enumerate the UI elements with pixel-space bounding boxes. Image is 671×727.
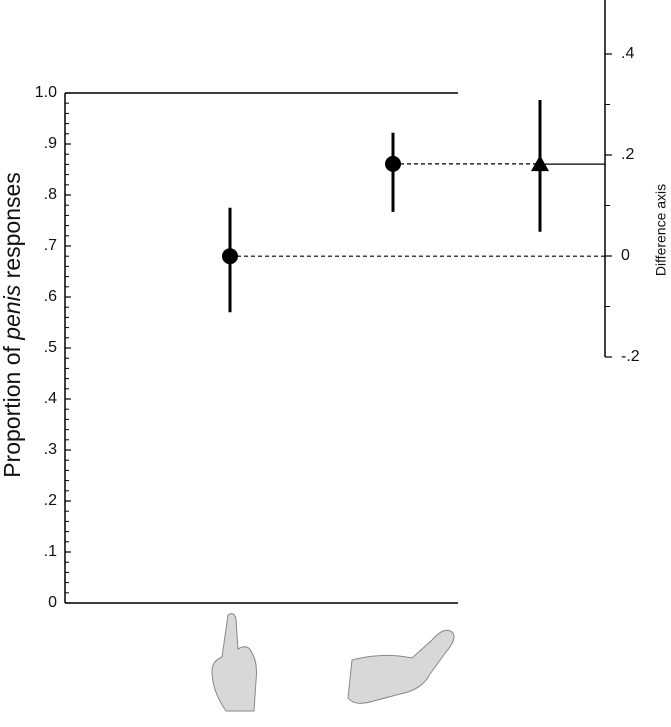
hand-icon <box>347 629 455 704</box>
hand-icon <box>211 613 257 712</box>
y-tick-label: .5 <box>44 339 57 356</box>
y-label-part: Proportion of <box>0 340 25 478</box>
y-axis-label: Proportion of penis responses <box>0 172 25 478</box>
y-tick-label: 0 <box>48 594 57 611</box>
y2-tick-label: .2 <box>621 146 634 163</box>
y2-axis-label: Difference axis <box>653 184 669 276</box>
y-tick-label: .8 <box>44 186 57 203</box>
y-tick-label: 1.0 <box>35 84 57 101</box>
y-tick-label: .4 <box>44 390 57 407</box>
y-tick-label: .9 <box>44 135 57 152</box>
y-tick-label: .6 <box>44 288 57 305</box>
y2-tick-label: 0 <box>621 247 630 264</box>
y2-tick-label: -.2 <box>621 348 640 365</box>
y-tick-label: .3 <box>44 441 57 458</box>
y-tick-label: .1 <box>44 543 57 560</box>
y-tick-label: .7 <box>44 237 57 254</box>
y-label-part: responses <box>0 172 25 285</box>
point <box>222 248 238 265</box>
difference-point <box>531 155 549 172</box>
y2-tick-label: .4 <box>621 45 634 62</box>
y-label-part: penis <box>0 284 25 340</box>
point <box>385 155 401 172</box>
y-tick-label: .2 <box>44 492 57 509</box>
